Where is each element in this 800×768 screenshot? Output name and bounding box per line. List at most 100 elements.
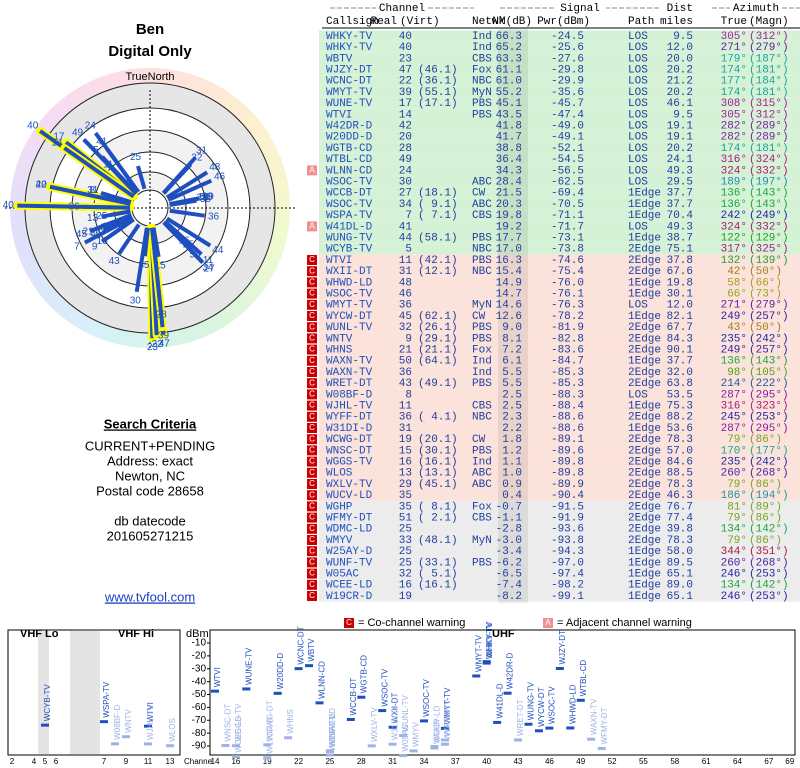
network: PBS: [472, 109, 492, 121]
callsign: WMYT-TV: [326, 300, 373, 312]
real-channel: 13: [399, 468, 412, 480]
signal-ray: [63, 146, 135, 199]
warning-box: [307, 434, 317, 445]
warning-code: C: [309, 524, 315, 533]
y-tick-label: -40: [192, 676, 207, 687]
noise-margin: 9.0: [502, 322, 522, 334]
row-background: [319, 164, 800, 176]
virtual-channel: (16.1): [418, 580, 458, 592]
warning-code: C: [309, 434, 315, 443]
row-background: [319, 52, 800, 64]
real-channel: 51: [399, 513, 413, 525]
noise-margin: 61.0: [496, 76, 522, 88]
row-background: [319, 523, 800, 535]
ray-label: 9: [92, 241, 98, 252]
warning-box: [307, 277, 317, 288]
power: -89.8: [551, 457, 584, 469]
network: Ind: [472, 42, 492, 54]
azimuth-magnetic: (257°): [749, 311, 789, 323]
callsign: WSOC-TV: [326, 177, 373, 189]
group-gap: [554, 2, 606, 14]
channel-tick-label: 58: [670, 757, 679, 766]
distance: 84.6: [667, 457, 693, 469]
ray-label: 28: [156, 309, 168, 320]
ray-label: 45: [76, 229, 88, 240]
callsign: WAXN-TV: [326, 356, 373, 368]
column-head: True: [721, 16, 747, 28]
distance: 67.7: [667, 322, 693, 334]
noise-margin: 1.2: [502, 445, 522, 457]
distance: 9.5: [673, 31, 693, 43]
azimuth-magnetic: (242°): [749, 457, 789, 469]
y-tick-label: -70: [192, 715, 207, 726]
row-background: [319, 444, 800, 456]
station-bar: [305, 664, 314, 668]
vhf-hi-label: VHF Hi: [118, 628, 154, 640]
noise-margin: 66.3: [496, 31, 522, 43]
channel-tick-label: 5: [43, 757, 48, 766]
virtual-channel: (55.1): [418, 87, 458, 99]
station-label: W41DL-D: [495, 683, 504, 718]
warning-code: C: [309, 558, 315, 567]
ray-label: 35: [200, 194, 212, 205]
path: 1Edge: [628, 233, 661, 245]
callsign: W19CR-D: [326, 591, 373, 603]
station-label: WSOC-TV: [380, 668, 389, 706]
callsign: WSOC-TV: [326, 199, 373, 211]
azimuth-true: 79°: [727, 513, 747, 525]
azimuth-true: 324°: [721, 221, 747, 233]
noise-margin: -6.2: [496, 557, 522, 569]
row-background: [319, 489, 800, 501]
real-channel: 22: [399, 76, 412, 88]
virtual-channel: (26.1): [418, 322, 458, 334]
network: PBS: [472, 378, 492, 390]
station-bar: [420, 719, 428, 723]
network: CBS: [472, 401, 492, 413]
noise-margin: 63.3: [496, 53, 522, 65]
real-channel: 46: [399, 289, 412, 301]
station-label: WJHL-TV: [146, 705, 155, 740]
callsign: WHNS: [326, 345, 353, 357]
channel-tick-label: 55: [639, 757, 648, 766]
column-head: miles: [660, 16, 693, 28]
power: -88.3: [551, 389, 584, 401]
warning-box: [307, 165, 317, 176]
virtual-channel: (49.1): [418, 378, 458, 390]
station-label: WLOS: [168, 718, 177, 742]
azimuth-true: 58°: [727, 277, 747, 289]
distance: 32.0: [667, 367, 693, 379]
distance: 58.0: [667, 546, 693, 558]
azimuth-magnetic: (181°): [749, 65, 789, 77]
network: CW: [472, 188, 486, 200]
fm-band-shade: [70, 631, 100, 754]
azimuth-magnetic: (279°): [749, 42, 789, 54]
network: ABC: [472, 177, 492, 189]
azimuth-true: 136°: [721, 199, 747, 211]
station-label: W31DI-D: [391, 707, 400, 740]
station-label: WNTV: [124, 709, 133, 733]
criteria-line: Address: exact: [107, 453, 193, 468]
azimuth-magnetic: (332°): [749, 221, 789, 233]
warning-box: [307, 255, 317, 265]
station-label: W08BF-D: [113, 704, 122, 739]
warning-box: [307, 501, 317, 512]
channel-tick-label: 64: [733, 757, 742, 766]
row-background: [319, 299, 800, 311]
network: MyN: [472, 87, 492, 99]
azimuth-true: 305°: [721, 109, 747, 121]
row-background: [319, 265, 800, 277]
distance: 49.3: [667, 221, 693, 233]
real-channel: 49: [399, 154, 412, 166]
station-bar: [166, 744, 174, 748]
unit-label: dBm: [186, 628, 209, 640]
row-background: [319, 243, 800, 255]
real-channel: 36: [399, 412, 412, 424]
channel-tick-label: 22: [294, 757, 303, 766]
site-link[interactable]: www.tvfool.com: [104, 589, 195, 604]
noise-margin: 1.1: [502, 457, 522, 469]
azimuth-true: 246°: [721, 591, 747, 603]
station-bar: [294, 667, 303, 671]
ray-label: 42: [36, 179, 48, 190]
network: ABC: [472, 199, 492, 211]
warning-code: C: [309, 367, 315, 376]
